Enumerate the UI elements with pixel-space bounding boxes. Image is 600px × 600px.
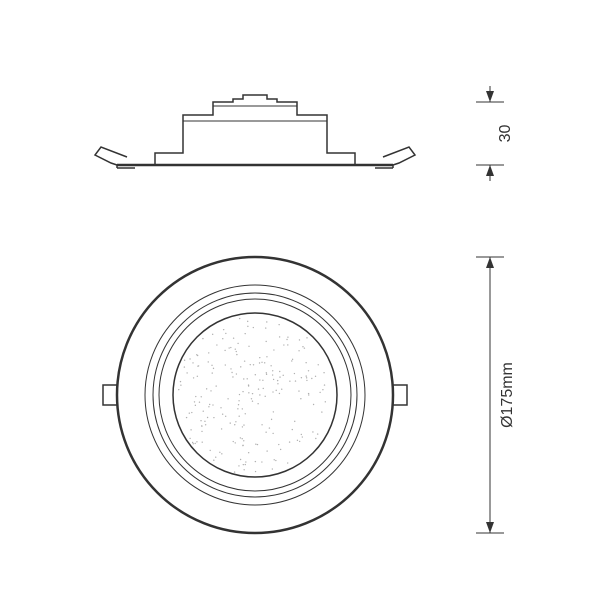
diameter-dimension-label: Ø175mm [499,362,516,428]
height-dimension-label: 30 [497,125,514,143]
diffuser-edge [173,313,337,477]
diffuser-texture [178,318,326,473]
outer-bezel [117,257,393,533]
